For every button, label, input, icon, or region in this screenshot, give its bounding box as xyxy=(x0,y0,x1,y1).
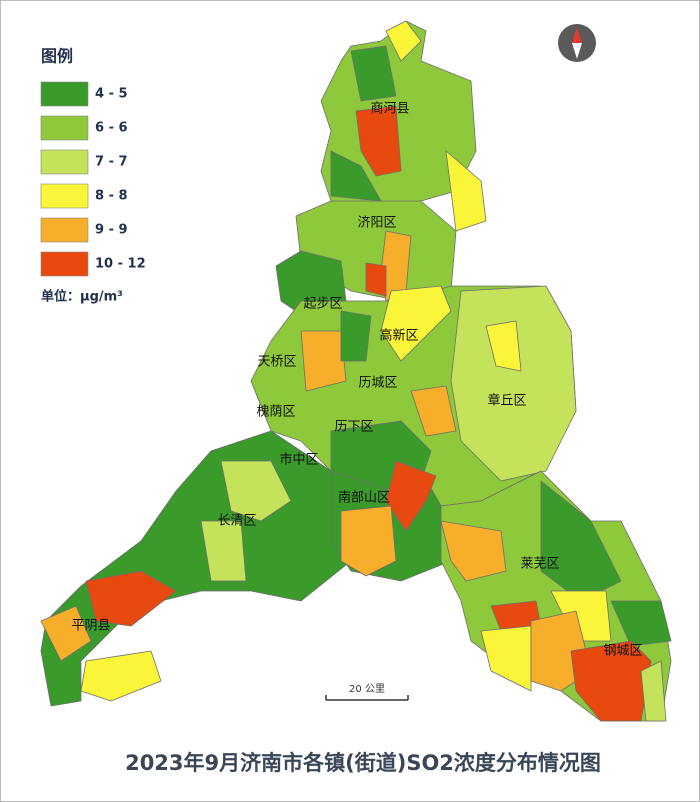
region xyxy=(365,262,387,297)
region xyxy=(85,570,177,627)
district-label: 莱芜区 xyxy=(520,557,559,572)
compass xyxy=(558,24,596,62)
legend-title: 图例 xyxy=(41,47,73,66)
district-label: 平阴县 xyxy=(71,619,110,634)
region xyxy=(80,650,162,702)
legend-label: 8 - 8 xyxy=(95,189,128,204)
unit: 单位：μg/m³ xyxy=(41,289,123,305)
region xyxy=(480,625,532,692)
region xyxy=(610,600,672,647)
legend-label: 4 - 5 xyxy=(95,87,128,102)
map-regions xyxy=(40,20,672,722)
district-label: 商河县 xyxy=(370,102,409,117)
region xyxy=(40,605,92,662)
region xyxy=(355,105,402,177)
region xyxy=(485,320,522,372)
district-label: 章丘区 xyxy=(487,393,526,409)
legend-swatch xyxy=(40,149,89,175)
legend-swatch xyxy=(40,251,89,277)
district-label: 历城区 xyxy=(358,376,397,391)
legend-label: 10 - 12 xyxy=(95,257,146,272)
district-label: 济阳区 xyxy=(357,216,396,231)
region xyxy=(450,285,577,482)
legend-label: 9 - 9 xyxy=(95,223,128,238)
legend-swatch xyxy=(40,183,89,209)
legend-swatch xyxy=(40,217,89,243)
district-label: 起步区 xyxy=(303,297,342,312)
region xyxy=(410,385,457,437)
region xyxy=(350,45,397,102)
district-label: 南部山区 xyxy=(338,490,390,506)
region xyxy=(640,660,667,722)
district-label: 历下区 xyxy=(334,420,373,435)
district-label: 天桥区 xyxy=(257,355,296,370)
district-label: 长清区 xyxy=(217,514,256,529)
title: 2023年9月济南市各镇(街道)SO2浓度分布情况图 xyxy=(125,751,601,775)
region xyxy=(380,285,452,362)
legend-label: 7 - 7 xyxy=(95,155,128,170)
district-label: 高新区 xyxy=(379,328,418,344)
region xyxy=(340,505,397,577)
district-label: 钢城区 xyxy=(603,644,642,659)
region xyxy=(340,310,372,362)
legend-label: 6 - 6 xyxy=(95,121,128,136)
region xyxy=(300,330,347,392)
region xyxy=(570,640,652,722)
district-label: 市中区 xyxy=(279,452,318,468)
legend-swatch xyxy=(40,115,89,141)
legend-swatch xyxy=(40,81,89,107)
region xyxy=(385,20,422,62)
region xyxy=(440,520,507,582)
scale-bar xyxy=(325,695,409,701)
district-label: 槐荫区 xyxy=(256,404,295,420)
legend: 4 - 5 6 - 6 7 - 7 8 - 8 9 - 9 10 - 12 xyxy=(40,81,146,277)
region xyxy=(445,150,487,232)
region xyxy=(385,460,437,532)
region xyxy=(200,520,247,582)
scale-label: 20 公里 xyxy=(349,683,385,695)
region xyxy=(220,460,292,522)
